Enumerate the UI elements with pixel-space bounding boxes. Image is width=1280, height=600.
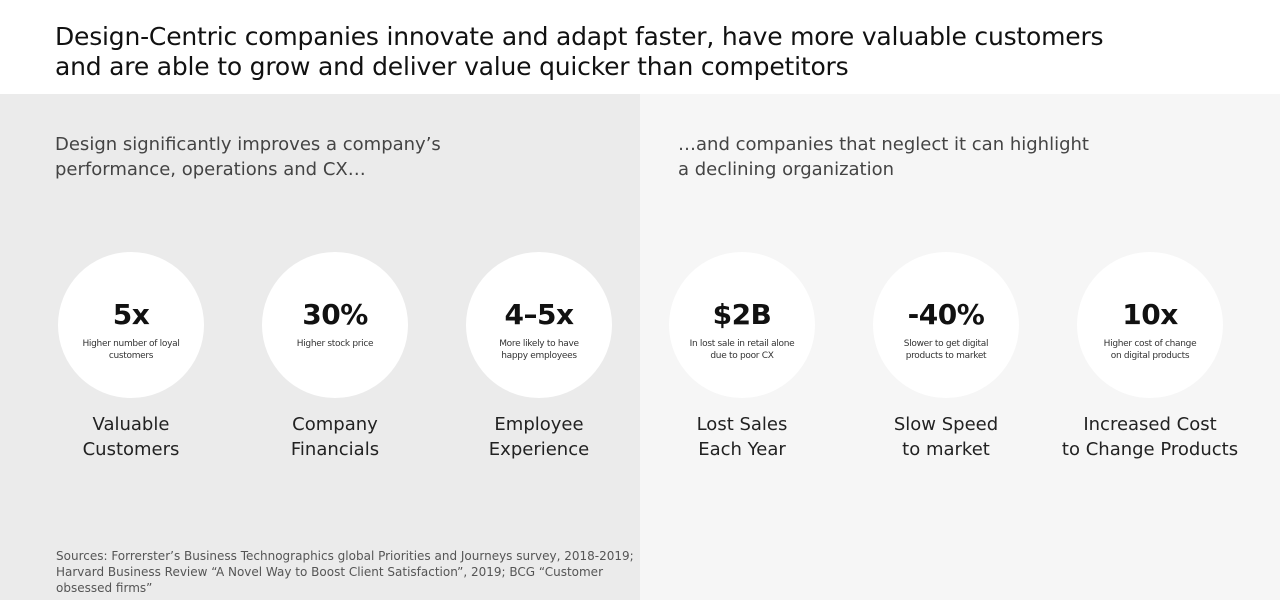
sources-line-1: Sources: Forrerster’s Business Technogra… xyxy=(56,549,634,563)
page-title: Design-Centric companies innovate and ad… xyxy=(55,22,1205,82)
stat-description-line-2: products to market xyxy=(905,351,987,361)
stat-circle: 10x Higher cost of change on digital pro… xyxy=(1077,252,1223,398)
stat-value: $2B xyxy=(712,298,772,331)
stat-value: -40% xyxy=(907,298,985,331)
stat-lost-sales: $2B In lost sale in retail alone due to … xyxy=(640,252,844,462)
stat-value: 10x xyxy=(1122,298,1178,331)
stat-circle: 30% Higher stock price xyxy=(262,252,408,398)
stat-value: 30% xyxy=(302,298,368,331)
stat-caption: Employee Experience xyxy=(437,412,641,462)
stat-description-line-1: Higher cost of change xyxy=(1103,339,1197,349)
sources-line-2: Harvard Business Review “A Novel Way to … xyxy=(56,565,603,579)
stat-description: Higher stock price xyxy=(276,338,394,350)
stat-slow-speed: -40% Slower to get digital products to m… xyxy=(844,252,1048,462)
stat-description: Higher number of loyal customers xyxy=(72,338,190,362)
stat-caption: Slow Speed to market xyxy=(844,412,1048,462)
left-subtitle: Design significantly improves a company’… xyxy=(55,132,441,182)
stat-increased-cost: 10x Higher cost of change on digital pro… xyxy=(1048,252,1252,462)
stat-caption: Increased Cost to Change Products xyxy=(1048,412,1252,462)
stat-caption-line-2: Experience xyxy=(488,439,590,460)
stat-value: 5x xyxy=(112,298,150,331)
stat-description-line-1: Higher number of loyal xyxy=(82,339,180,349)
right-subtitle: …and companies that neglect it can highl… xyxy=(678,132,1089,182)
stat-caption: Lost Sales Each Year xyxy=(640,412,844,462)
stat-description-line-1: Higher stock price xyxy=(296,339,374,349)
page-title-line-1: Design-Centric companies innovate and ad… xyxy=(55,22,1104,51)
stat-caption-line-1: Valuable xyxy=(92,414,170,435)
stat-circle: 4–5x More likely to have happy employees xyxy=(466,252,612,398)
stat-description: In lost sale in retail alone due to poor… xyxy=(683,338,801,362)
design-neglect-panel: …and companies that neglect it can highl… xyxy=(640,94,1280,600)
stat-caption-line-1: Slow Speed xyxy=(893,414,999,435)
stat-description-line-2: due to poor CX xyxy=(710,351,774,361)
stat-description-line-1: In lost sale in retail alone xyxy=(689,339,795,349)
stat-circle: $2B In lost sale in retail alone due to … xyxy=(669,252,815,398)
stat-description: Higher cost of change on digital product… xyxy=(1091,338,1209,362)
stat-caption-line-2: to Change Products xyxy=(1061,439,1239,460)
page-title-line-2: and are able to grow and deliver value q… xyxy=(55,52,849,81)
stat-description: Slower to get digital products to market xyxy=(887,338,1005,362)
stat-caption-line-2: to market xyxy=(902,439,990,460)
right-subtitle-line-1: …and companies that neglect it can highl… xyxy=(678,134,1089,155)
sources-line-3: obsessed firms” xyxy=(56,581,153,595)
stat-caption-line-1: Company xyxy=(292,414,378,435)
stat-description-line-1: Slower to get digital xyxy=(903,339,989,349)
stat-description-line-2: customers xyxy=(108,351,154,361)
stat-description-line-1: More likely to have xyxy=(499,339,579,349)
sources-footnote: Sources: Forrerster’s Business Technogra… xyxy=(56,548,634,596)
stat-employee-experience: 4–5x More likely to have happy employees… xyxy=(437,252,641,462)
left-subtitle-line-2: performance, operations and CX… xyxy=(55,159,366,180)
design-benefits-panel: Design significantly improves a company’… xyxy=(0,94,640,600)
stat-caption-line-1: Increased Cost xyxy=(1083,414,1217,435)
stat-caption: Company Financials xyxy=(233,412,437,462)
stat-caption: Valuable Customers xyxy=(29,412,233,462)
stat-value: 4–5x xyxy=(504,298,574,331)
stat-circle: 5x Higher number of loyal customers xyxy=(58,252,204,398)
left-subtitle-line-1: Design significantly improves a company’… xyxy=(55,134,441,155)
stat-description-line-2: happy employees xyxy=(501,351,577,361)
stat-caption-line-2: Each Year xyxy=(698,439,786,460)
right-subtitle-line-2: a declining organization xyxy=(678,159,895,180)
stat-caption-line-1: Employee xyxy=(494,414,584,435)
stat-description-line-2: on digital products xyxy=(1110,351,1190,361)
stat-circle: -40% Slower to get digital products to m… xyxy=(873,252,1019,398)
stat-valuable-customers: 5x Higher number of loyal customers Valu… xyxy=(29,252,233,462)
stat-company-financials: 30% Higher stock price Company Financial… xyxy=(233,252,437,462)
stat-caption-line-2: Customers xyxy=(82,439,180,460)
stat-caption-line-2: Financials xyxy=(290,439,380,460)
stat-caption-line-1: Lost Sales xyxy=(696,414,788,435)
stat-description: More likely to have happy employees xyxy=(480,338,598,362)
